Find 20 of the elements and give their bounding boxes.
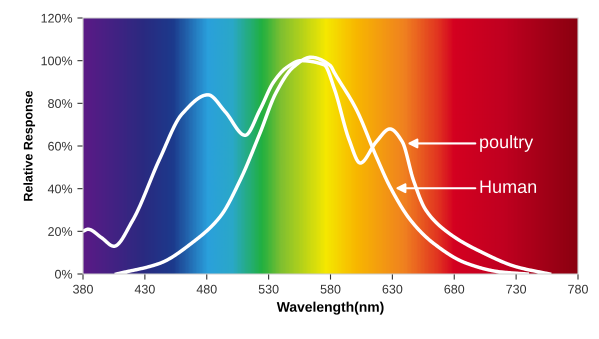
x-tick-label: 680 [444,284,464,294]
x-tick-label: 530 [258,284,279,294]
x-tick-label: 480 [196,284,217,294]
annotation: Human [480,180,536,194]
x-tick-label: 780 [568,284,588,294]
x-axis-title: Wavelength(nm) [276,302,384,315]
x-tick-label: 730 [506,284,526,294]
y-tick-label: 120% [42,14,72,23]
x-tick-label: 580 [320,284,340,294]
x-tick-label: 630 [382,284,402,294]
x-tick-label: 380 [73,284,93,294]
annotation: poultry [480,135,534,152]
y-axis-title: Relative Response [23,90,36,201]
y-tick-label: 100% [42,56,72,66]
y-tick-label: 60% [48,142,72,151]
y-tick-label: 40% [48,184,72,194]
x-tick-label: 430 [134,284,155,294]
y-tick-label: 0% [55,270,72,279]
y-tick-label: 20% [48,227,72,236]
y-tick-label: 80% [48,99,72,108]
